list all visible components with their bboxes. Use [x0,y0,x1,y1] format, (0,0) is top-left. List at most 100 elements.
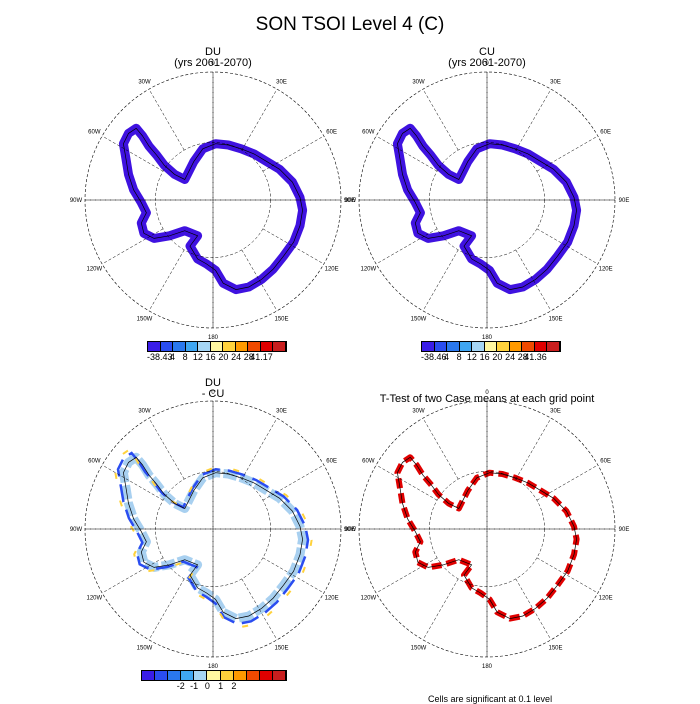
longitude-label: 60E [326,459,337,465]
longitude-label: 150E [548,646,562,652]
longitude-label: 90W [344,527,357,533]
longitude-label: 30E [276,79,287,85]
meridian [515,89,552,151]
longitude-label: 120E [599,267,613,273]
longitude-label: 90W [70,527,83,533]
meridian [262,228,324,265]
longitude-label: 150W [137,646,153,652]
meridian [102,557,164,594]
meridian [515,418,552,480]
panel-title-line2: - CU [201,388,225,400]
panel-title-cu: CU (yrs 2061-2070) [387,47,587,69]
panel-title-line1: DU [205,377,221,389]
longitude-label: 30E [276,408,287,414]
longitude-label: 30W [138,79,151,85]
longitude-label: 60W [88,130,101,136]
map-panel-cu: 0 30E 60E 90E 120E 150E 180 150W 120W 90W 60W 30W [344,61,630,341]
panel-title-line2: (yrs 2061-2070) [448,57,526,69]
coastline [123,456,303,619]
longitude-label: 0 [485,390,489,396]
meridian [422,578,459,640]
significance-note: Cells are significant at 0.1 level [428,694,553,704]
meridian [515,249,552,311]
meridian [376,135,438,172]
longitude-label: 150E [274,317,288,323]
longitude-label: 120E [325,596,339,602]
panel-title-line1: T-Test of two Case means at each grid po… [379,393,595,405]
panel-title-du: DU (yrs 2061-2070) [113,47,313,69]
coastline [397,127,577,290]
meridian [241,418,278,480]
longitude-label: 0 [485,61,489,67]
longitude-label: 180 [482,335,493,341]
longitude-label: 120E [599,596,613,602]
meridian [376,228,438,265]
longitude-label: 60E [600,459,611,465]
longitude-label: 150E [274,646,288,652]
meridian [536,228,598,265]
meridian [422,249,459,311]
longitude-label: 120E [325,267,339,273]
meridian [241,249,278,311]
longitude-label: 90W [70,198,83,204]
panel-title-diff: DU - CU [113,378,313,400]
longitude-label: 30E [550,408,561,414]
panel-title-line1: DU [205,46,221,58]
meridian [241,578,278,640]
field-band-edge [116,451,310,626]
longitude-label: 60W [88,459,101,465]
longitude-label: 90W [344,198,357,204]
longitude-label: 150E [548,317,562,323]
meridian [262,464,324,501]
panel-title-line1: CU [479,46,495,58]
longitude-label: 90E [619,527,630,533]
meridian [536,464,598,501]
longitude-label: 150W [411,646,427,652]
longitude-label: 60W [362,459,375,465]
meridian [422,89,459,151]
panel-title-line2: (yrs 2061-2070) [174,57,252,69]
meridian [102,228,164,265]
meridian [148,418,185,480]
longitude-label: 30W [412,408,425,414]
longitude-label: 30W [138,408,151,414]
longitude-label: 90E [345,198,356,204]
panel-title-ttest: T-Test of two Case means at each grid po… [337,394,637,405]
longitude-label: 30E [550,79,561,85]
meridian [148,578,185,640]
figure-title: SON TSOI Level 4 (C) [255,14,445,35]
longitude-label: 120W [87,596,103,602]
meridian [102,464,164,501]
coastline [123,127,303,290]
longitude-label: 60W [362,130,375,136]
longitude-label: 150W [411,317,427,323]
longitude-label: 180 [208,664,219,670]
meridian [536,135,598,172]
meridian [262,135,324,172]
meridian [102,135,164,172]
longitude-label: 60E [326,130,337,136]
meridian [515,578,552,640]
longitude-label: 120W [361,267,377,273]
longitude-label: 120W [361,596,377,602]
longitude-label: 30W [412,79,425,85]
meridian [148,249,185,311]
longitude-label: 90E [619,198,630,204]
meridian [241,89,278,151]
meridian [376,557,438,594]
meridian [422,418,459,480]
longitude-label: 90E [345,527,356,533]
map-panel-diff: 0 30E 60E 90E 120E 150E 180 150W 120W 90W 60W 30W [70,390,356,670]
longitude-label: 180 [482,664,493,670]
map-panel-ttest: 0 30E 60E 90E 120E 150E 180 150W 120W 90W 60W 30W [344,390,630,670]
meridian [262,557,324,594]
meridian [536,557,598,594]
meridian [376,464,438,501]
longitude-label: 60E [600,130,611,136]
coastline [397,456,577,619]
longitude-label: 0 [211,390,215,396]
meridian [148,89,185,151]
longitude-label: 120W [87,267,103,273]
map-panel-du: 0 30E 60E 90E 120E 150E 180 150W 120W 90W 60W 30W [70,61,356,341]
